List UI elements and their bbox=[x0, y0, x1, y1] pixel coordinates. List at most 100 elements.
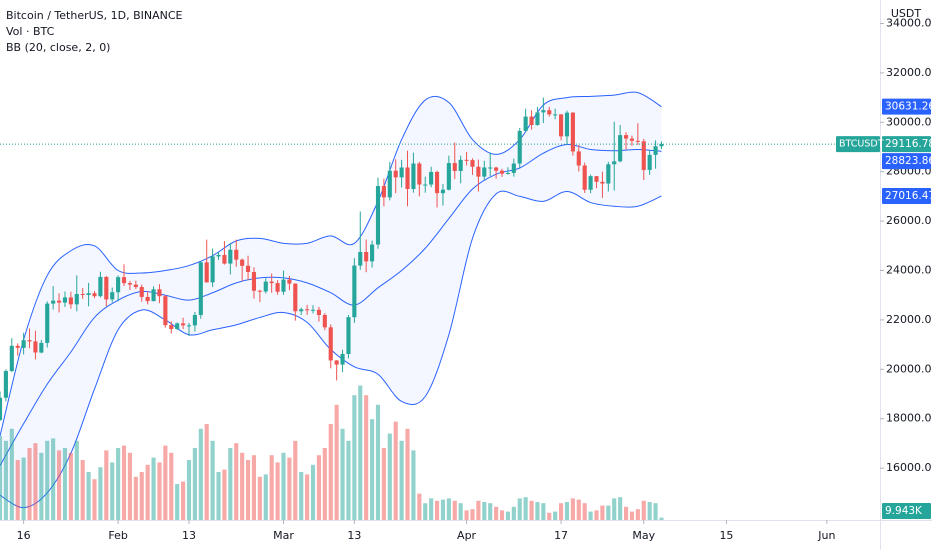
volume-bar bbox=[181, 481, 186, 520]
volume-bar bbox=[299, 472, 304, 520]
candle-body bbox=[68, 297, 73, 305]
volume-bar bbox=[45, 440, 50, 520]
volume-bar bbox=[204, 424, 209, 520]
candle-body bbox=[541, 110, 546, 113]
candle-body bbox=[647, 154, 652, 170]
candle-body bbox=[405, 167, 410, 189]
y-tick-label: 16000.00 bbox=[886, 461, 932, 474]
volume-bar bbox=[281, 452, 286, 520]
volume-bar bbox=[511, 506, 516, 520]
x-tick-label: Apr bbox=[457, 529, 477, 542]
x-tick-label: Mar bbox=[273, 529, 294, 542]
last-price-label: 29116.78 bbox=[885, 138, 932, 150]
candle-body bbox=[210, 256, 215, 283]
volume-bar bbox=[623, 506, 629, 520]
candle-body bbox=[464, 159, 469, 161]
chart-title: Bitcoin / TetherUS, 1D, BINANCE bbox=[6, 9, 183, 22]
volume-bar bbox=[505, 511, 510, 520]
bb-lower-label-box bbox=[882, 187, 931, 204]
candle-body bbox=[476, 166, 481, 177]
candle-body bbox=[517, 130, 522, 164]
candle-body bbox=[299, 309, 304, 312]
volume-bar bbox=[163, 445, 168, 520]
candle-body bbox=[293, 283, 298, 312]
price-unit: USDT bbox=[891, 7, 922, 20]
volume-bar bbox=[116, 448, 121, 520]
candle-body bbox=[127, 283, 132, 285]
candle-body bbox=[163, 296, 168, 326]
candle-body bbox=[434, 171, 440, 194]
bb-upper-label-box bbox=[882, 98, 931, 115]
candle-body bbox=[535, 112, 540, 125]
x-tick-label: 13 bbox=[347, 529, 361, 542]
candle-body bbox=[488, 167, 493, 169]
y-tick-label: 22000.00 bbox=[886, 313, 932, 326]
volume-bar bbox=[564, 502, 570, 520]
candle-body bbox=[505, 172, 510, 174]
candle-body bbox=[328, 327, 333, 361]
candle-body bbox=[458, 159, 463, 171]
last-volume-box bbox=[882, 503, 931, 519]
symbol-tag: BTCUSDT bbox=[839, 139, 884, 150]
volume-bar bbox=[275, 462, 280, 520]
volume-bar bbox=[405, 428, 410, 520]
volume-bar bbox=[588, 511, 593, 520]
candle-body bbox=[364, 251, 369, 262]
candle-body bbox=[334, 360, 339, 365]
bb-lower-label: 27016.47 bbox=[885, 190, 932, 202]
last-price-label-box bbox=[882, 136, 931, 153]
volume-bar bbox=[104, 450, 109, 520]
volume-bar bbox=[151, 457, 156, 520]
volume-bar bbox=[541, 503, 546, 520]
volume-bar bbox=[494, 506, 499, 520]
candle-body bbox=[145, 296, 150, 302]
candle-body bbox=[470, 160, 475, 167]
candle-body bbox=[133, 284, 138, 288]
volume-bar bbox=[429, 498, 434, 520]
candle-body bbox=[582, 165, 587, 190]
candle-body bbox=[245, 265, 251, 272]
volume-bar bbox=[641, 500, 646, 520]
volume-bar bbox=[133, 476, 138, 520]
volume-bar bbox=[245, 460, 251, 520]
candle-body bbox=[86, 293, 91, 295]
x-tick-label: 13 bbox=[182, 529, 196, 542]
volume-bar bbox=[110, 462, 115, 520]
candle-body bbox=[553, 114, 558, 116]
volume-bar bbox=[157, 462, 162, 520]
y-tick-label: 34000.00 bbox=[886, 16, 932, 29]
volume-bar bbox=[553, 511, 558, 520]
y-tick-label: 18000.00 bbox=[886, 412, 932, 425]
volume-bar bbox=[600, 505, 605, 520]
candle-body bbox=[570, 112, 575, 152]
candle-body bbox=[121, 277, 127, 284]
volume-bar bbox=[411, 450, 416, 520]
volume-bar bbox=[659, 517, 664, 520]
volume-bar bbox=[257, 476, 262, 520]
volume-bar bbox=[86, 472, 91, 520]
candle-body bbox=[559, 114, 564, 137]
candle-body bbox=[21, 340, 26, 348]
candle-body bbox=[257, 290, 262, 292]
candle-body bbox=[358, 251, 363, 266]
volume-bar bbox=[488, 503, 493, 520]
candle-body bbox=[576, 151, 581, 166]
candle-body bbox=[411, 163, 416, 189]
x-tick-label: Jun bbox=[817, 529, 835, 542]
x-tick-label: Feb bbox=[108, 529, 127, 542]
x-tick-label: May bbox=[632, 529, 655, 542]
candle-body bbox=[104, 276, 109, 300]
volume-bar bbox=[139, 472, 144, 520]
candle-body bbox=[9, 345, 14, 372]
candle-body bbox=[74, 293, 79, 305]
candle-body bbox=[45, 303, 50, 343]
x-tick-label: 16 bbox=[17, 529, 31, 542]
volume-bar bbox=[127, 452, 132, 520]
candle-body bbox=[92, 293, 97, 297]
candle-body bbox=[381, 186, 386, 198]
volume-bar bbox=[647, 502, 652, 520]
x-tick-label: 15 bbox=[719, 529, 733, 542]
candle-body bbox=[399, 167, 404, 178]
candle-body bbox=[263, 281, 268, 292]
